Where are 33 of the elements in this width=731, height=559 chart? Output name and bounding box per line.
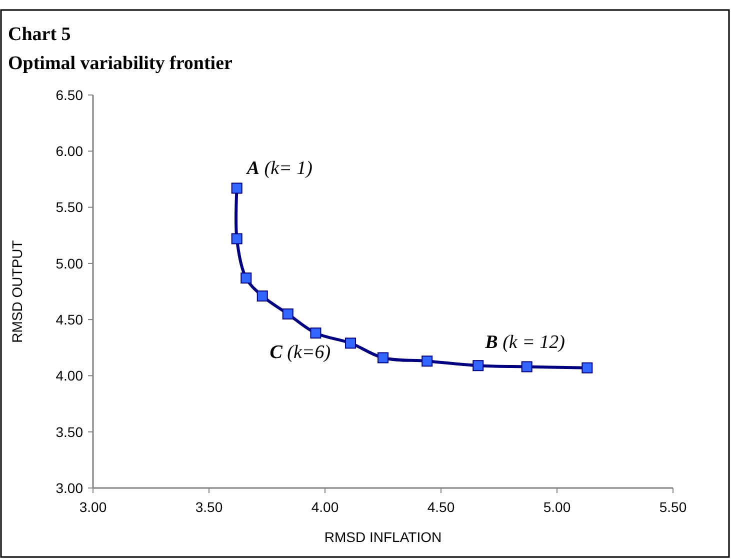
y-tick-label: 3.50 (56, 424, 84, 440)
y-tick-label: 3.00 (56, 480, 84, 496)
point (256, 290, 268, 302)
x-axis-title: RMSD INFLATION (324, 529, 442, 545)
y-tick-label: 5.50 (56, 199, 84, 216)
point (231, 233, 242, 244)
y-axis-title: RMSD OUTPUT (9, 240, 25, 343)
y-tick-label: 4.50 (56, 311, 84, 328)
point (472, 360, 484, 372)
chart-title: Chart 5 (8, 24, 71, 45)
y-tick-label: 6.50 (56, 86, 84, 103)
x-tick-label: 4.50 (427, 499, 455, 515)
point (240, 272, 252, 284)
x-tick-label: 3.50 (195, 499, 223, 515)
annotation: A (k= 1) (246, 158, 312, 180)
point (521, 361, 532, 372)
chart-subtitle: Optimal variability frontier (8, 53, 234, 74)
y-tick-label: 4.00 (56, 368, 84, 384)
x-tick-label: 4.00 (311, 499, 339, 515)
point (422, 356, 433, 367)
annotation: C (k=6) (270, 342, 331, 364)
x-tick-label: 3.00 (79, 499, 107, 515)
point (345, 338, 356, 349)
y-tick-label: 6.00 (56, 143, 84, 160)
point (582, 362, 593, 374)
point (378, 352, 388, 364)
x-tick-label: 5.00 (543, 499, 571, 515)
x-tick-label: 5.50 (659, 499, 687, 515)
point (310, 328, 322, 339)
annotation: B (k = 12) (484, 332, 566, 353)
point (231, 182, 242, 194)
point (282, 308, 294, 320)
y-tick-label: 5.00 (56, 255, 84, 272)
